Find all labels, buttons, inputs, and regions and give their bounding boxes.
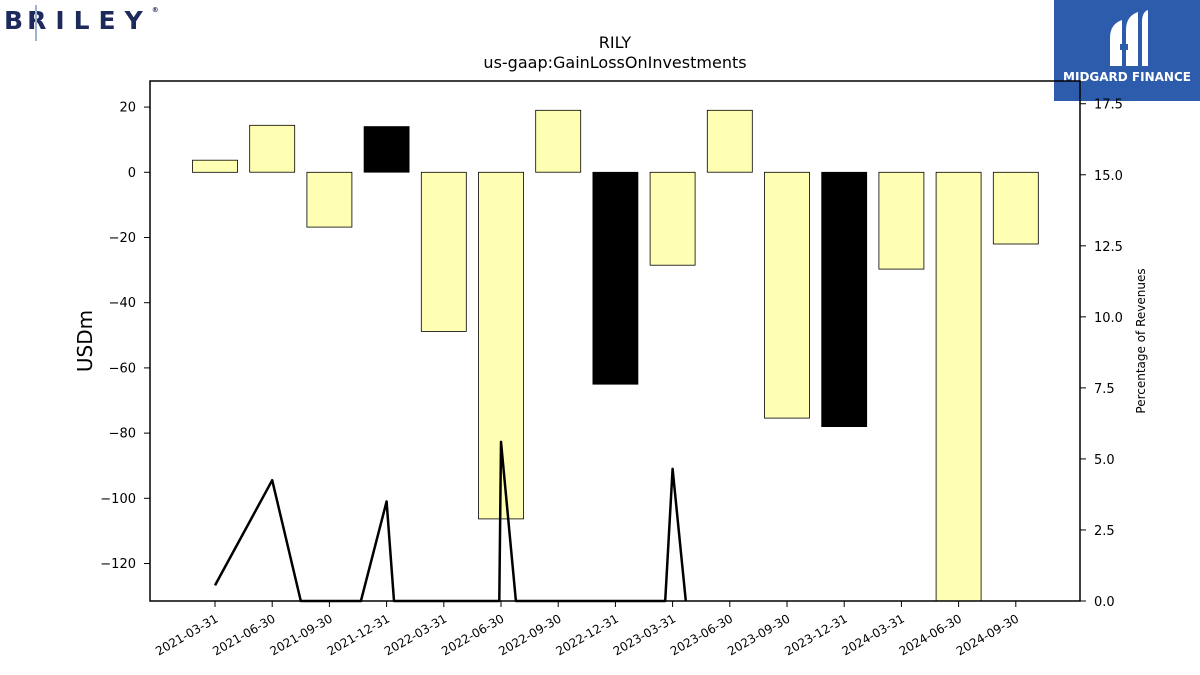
y-axis-right: 0.0 2.5 5.0 7.5 10.0 12.5 15.0 17.5: [1080, 98, 1123, 610]
percentage-line: [213, 440, 688, 603]
x-tick-label: 2024-09-30: [954, 611, 1021, 658]
x-tick-label: 2023-12-31: [782, 611, 849, 658]
midgard-finance-logo: MIDGARD FINANCE: [1054, 0, 1200, 101]
y2-tick-label: 2.5: [1094, 524, 1115, 539]
y-tick-label: −80: [109, 427, 136, 442]
bar-2024-09-30: [992, 171, 1039, 245]
logo-riley: RILEY: [27, 6, 152, 35]
x-tick-label: 2022-09-30: [496, 611, 563, 658]
bar-2023-12-31: [821, 171, 868, 428]
bar-2023-06-30: [706, 109, 753, 173]
x-tick-label: 2021-09-30: [267, 611, 334, 658]
bar-series: [192, 109, 1039, 602]
logo-registered-mark: ®: [151, 6, 159, 14]
bar-2022-03-31: [420, 171, 467, 332]
y-tick-label: −40: [109, 296, 136, 311]
x-tick-label: 2021-03-31: [153, 611, 220, 658]
x-tick-label: 2024-06-30: [897, 611, 964, 658]
y-tick-label: −100: [100, 492, 136, 507]
chart-title: RILY: [599, 33, 632, 52]
y2-tick-label: 7.5: [1094, 382, 1115, 397]
x-tick-label: 2022-06-30: [439, 611, 506, 658]
y-axis-label: USDm: [73, 310, 97, 372]
y-tick-label: −120: [100, 557, 136, 572]
y-tick-label: 20: [119, 101, 136, 116]
x-tick-label: 2023-09-30: [725, 611, 792, 658]
y-tick-label: 0: [128, 166, 136, 181]
bar-2024-03-31: [878, 171, 925, 270]
y2-tick-label: 5.0: [1094, 453, 1115, 468]
x-tick-label: 2023-06-30: [668, 611, 735, 658]
x-tick-label: 2024-03-31: [839, 611, 906, 658]
x-tick-label: 2022-03-31: [382, 611, 449, 658]
percentage-line-series: [213, 440, 688, 603]
bar-2023-03-31: [649, 171, 696, 266]
logo-divider: [35, 5, 37, 41]
bar-2021-03-31: [192, 159, 238, 173]
bar-2022-12-31: [592, 171, 639, 385]
y2-tick-label: 10.0: [1094, 311, 1123, 326]
y-tick-label: −60: [109, 361, 136, 376]
x-tick-label: 2021-06-30: [210, 611, 277, 658]
bar-2024-06-30: [935, 171, 982, 602]
bar-2023-09-30: [764, 171, 810, 419]
midgard-finance-label: MIDGARD FINANCE: [1063, 70, 1191, 84]
bar-2021-12-31: [363, 126, 410, 173]
x-tick-label: 2023-03-31: [611, 611, 678, 658]
x-tick-label: 2022-12-31: [553, 611, 620, 658]
x-tick-label: 2021-12-31: [325, 611, 392, 658]
y2-axis-label: Percentage of Revenues: [1134, 268, 1148, 413]
x-axis: 2021-03-312021-06-302021-09-302021-12-31…: [153, 601, 1021, 658]
chart-subtitle: us-gaap:GainLossOnInvestments: [483, 53, 746, 72]
y2-tick-label: 17.5: [1094, 98, 1123, 113]
y2-tick-label: 12.5: [1094, 240, 1123, 255]
bar-2022-09-30: [535, 109, 582, 173]
logo-b: B: [4, 6, 24, 35]
y-tick-label: −20: [109, 231, 136, 246]
y2-tick-label: 15.0: [1094, 169, 1123, 184]
bar-2021-06-30: [249, 124, 296, 173]
midgard-emblem-icon: [1110, 10, 1148, 66]
bar-2021-09-30: [306, 171, 353, 228]
y2-tick-label: 0.0: [1094, 595, 1115, 610]
b-riley-logo: B RILEY®: [0, 0, 200, 45]
y-axis-left: 20 0 −20 −40 −60 −80 −100 −120: [100, 101, 150, 572]
